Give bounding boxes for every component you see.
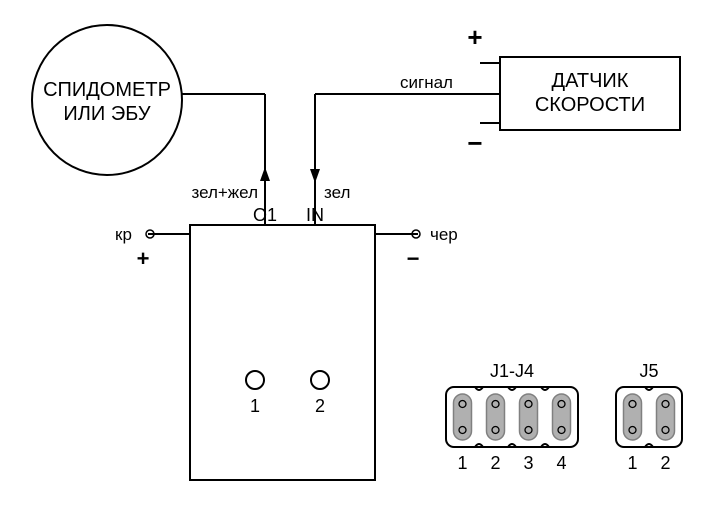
sensor-plus-sign: + [467, 22, 482, 52]
hole-1-label: 1 [250, 396, 260, 416]
hole-1 [246, 371, 264, 389]
label-kr: кр [115, 225, 132, 244]
speedometer-label-1: СПИДОМЕТР [43, 79, 171, 101]
jumper-block-j5: 1 2 J5 [616, 361, 682, 473]
arrow-down-icon [310, 169, 320, 183]
sensor-label-1: ДАТЧИК [552, 70, 629, 92]
label-zel: зел [324, 183, 350, 202]
hole-2 [311, 371, 329, 389]
label-zel-zhel: зел+жел [191, 183, 258, 202]
signal-label: сигнал [400, 73, 453, 92]
jumper-col-num: 2 [490, 453, 500, 473]
jumper-col-num: 1 [627, 453, 637, 473]
jumper-block-j1-j4: 1 2 3 4 J1-J4 [446, 361, 578, 473]
sensor-minus-sign: − [467, 128, 482, 158]
arrow-up-icon [260, 167, 270, 181]
sensor-label-2: СКОРОСТИ [535, 94, 645, 116]
label-in: IN [306, 205, 324, 225]
kr-plus-sign: + [137, 246, 150, 271]
jumper-title: J1-J4 [490, 361, 534, 381]
jumper-title: J5 [639, 361, 658, 381]
label-o1: O1 [253, 205, 277, 225]
label-cher: чер [430, 225, 458, 244]
hole-2-label: 2 [315, 396, 325, 416]
jumper-col-num: 2 [660, 453, 670, 473]
jumper-col-num: 1 [457, 453, 467, 473]
main-unit-box [190, 225, 375, 480]
cher-minus-sign: − [407, 246, 420, 271]
jumper-col-num: 3 [523, 453, 533, 473]
speedometer-label-2: ИЛИ ЭБУ [63, 103, 150, 125]
jumper-col-num: 4 [556, 453, 566, 473]
